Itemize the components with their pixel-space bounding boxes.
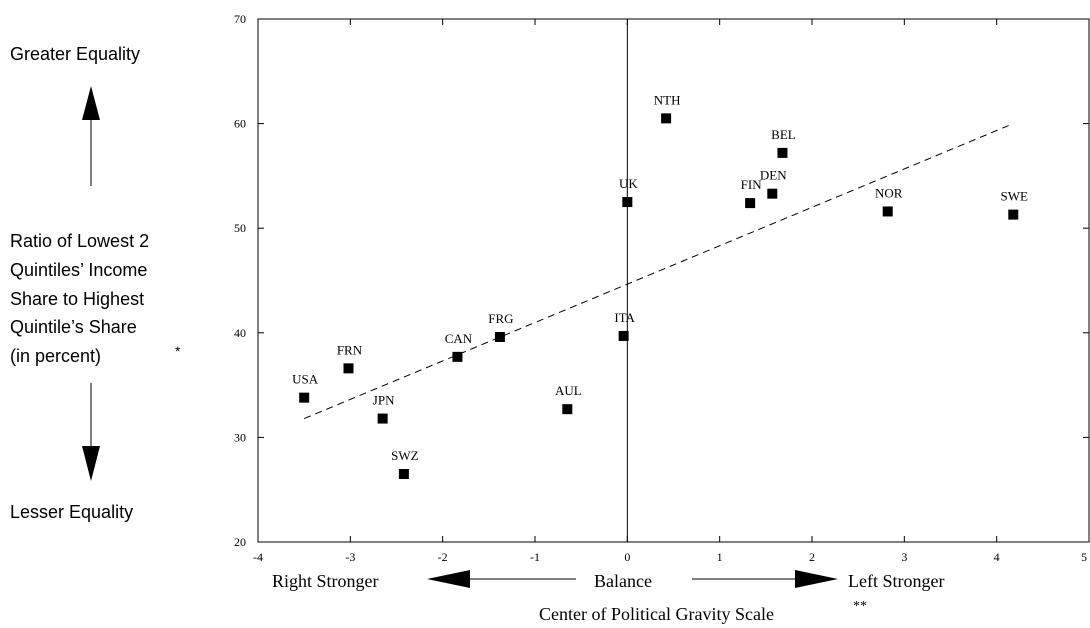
x-tick-label: 5 <box>1081 550 1087 564</box>
plot-frame <box>257 18 1090 543</box>
point-label-bel: BEL <box>771 127 796 142</box>
y-tick-label: 60 <box>234 117 246 131</box>
ylabel-footnote-star: * <box>175 343 181 359</box>
greater-equality-label: Greater Equality <box>10 44 140 64</box>
point-label-swz: SWZ <box>391 448 419 463</box>
point-label-frg: FRG <box>488 311 513 326</box>
ylabel-line-3: Share to Highest <box>10 289 144 309</box>
point-label-aul: AUL <box>555 383 582 398</box>
point-label-ita: ITA <box>614 310 635 325</box>
up-arrow <box>82 86 100 186</box>
point-label-frn: FRN <box>337 342 363 357</box>
ylabel-line-4: Quintile’s Share <box>10 317 137 337</box>
ylabel-line-1: Ratio of Lowest 2 <box>10 231 149 251</box>
right-arrow-head <box>795 570 838 588</box>
ylabel-line-2: Quintiles’ Income <box>10 260 147 280</box>
point-fin <box>745 198 756 209</box>
point-label-can: CAN <box>445 331 473 346</box>
point-nor <box>882 206 893 217</box>
point-label-swe: SWE <box>1001 189 1029 204</box>
point-label-usa: USA <box>292 372 319 387</box>
down-arrow-head <box>82 446 100 481</box>
point-ita <box>618 330 629 341</box>
x-tick-label: 2 <box>809 550 815 564</box>
x-tick-label: 3 <box>901 550 907 564</box>
point-label-nth: NTH <box>654 92 681 107</box>
right-stronger-label: Right Stronger <box>272 571 379 591</box>
point-usa <box>299 392 310 403</box>
point-label-nor: NOR <box>875 185 903 200</box>
point-den <box>767 188 778 199</box>
y-tick-label: 20 <box>234 535 246 549</box>
point-nth <box>661 113 672 124</box>
point-uk <box>622 197 633 208</box>
x-tick-label: -1 <box>530 550 540 564</box>
x-tick-label: 4 <box>994 550 1000 564</box>
point-jpn <box>377 413 388 424</box>
y-tick-label: 40 <box>234 326 246 340</box>
point-frn <box>343 363 354 374</box>
point-can <box>452 351 463 362</box>
ylabel-line-5: (in percent) <box>10 346 101 366</box>
lesser-equality-label: Lesser Equality <box>10 502 133 522</box>
x-tick-label: -2 <box>438 550 448 564</box>
point-swz <box>398 469 409 480</box>
x-axis-title: Center of Political Gravity Scale <box>539 604 774 624</box>
point-label-fin: FIN <box>741 177 763 192</box>
left-stronger-label: Left Stronger <box>848 571 944 591</box>
left-arrow-head <box>427 570 470 588</box>
trend-line <box>303 123 1014 420</box>
x-tick-label: 1 <box>717 550 723 564</box>
y-tick-label: 70 <box>234 12 246 26</box>
right-arrow <box>692 570 838 588</box>
left-arrow <box>427 570 576 588</box>
y-axis-ticks: 20 30 40 50 60 70 <box>234 12 1089 549</box>
x-axis-ticks: -4 -3 -2 -1 0 1 2 3 4 5 <box>253 19 1087 564</box>
down-arrow <box>82 383 100 481</box>
point-label-den: DEN <box>760 168 787 183</box>
up-arrow-head <box>82 86 100 120</box>
point-label-jpn: JPN <box>373 393 395 408</box>
point-label-uk: UK <box>619 176 638 191</box>
point-bel <box>777 147 788 158</box>
x-tick-label: -4 <box>253 550 263 564</box>
point-aul <box>562 404 573 415</box>
point-frg <box>494 331 505 342</box>
xlabel-footnote-stars: ** <box>853 599 867 614</box>
x-tick-label: 0 <box>624 550 630 564</box>
point-swe <box>1008 209 1019 220</box>
y-tick-label: 50 <box>234 221 246 235</box>
balance-label: Balance <box>594 571 652 591</box>
x-tick-label: -3 <box>345 550 355 564</box>
y-tick-label: 30 <box>234 430 246 444</box>
y-axis-title: Ratio of Lowest 2 Quintiles’ Income Shar… <box>10 231 181 366</box>
